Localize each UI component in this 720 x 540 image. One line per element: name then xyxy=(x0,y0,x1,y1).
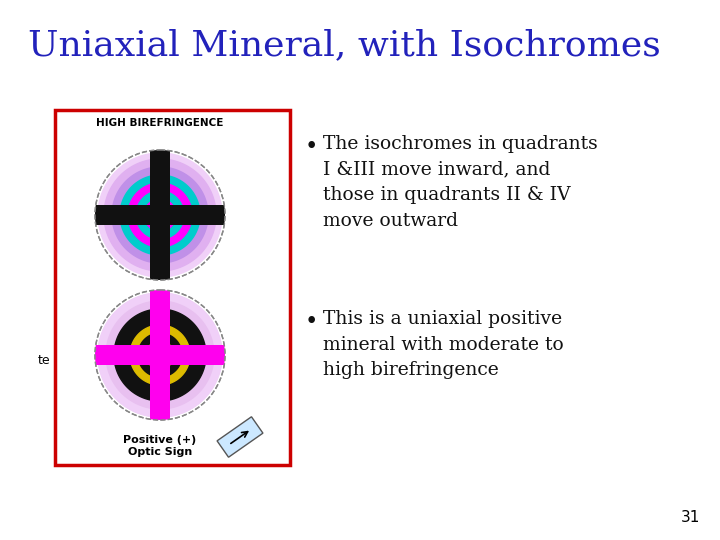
Polygon shape xyxy=(160,293,222,417)
Text: The isochromes in quadrants
I &III move inward, and
those in quadrants II & IV
m: The isochromes in quadrants I &III move … xyxy=(323,135,598,230)
Bar xyxy=(55,110,290,465)
Polygon shape xyxy=(128,183,160,247)
Polygon shape xyxy=(160,167,208,263)
Polygon shape xyxy=(138,333,160,377)
Circle shape xyxy=(96,291,224,419)
Polygon shape xyxy=(160,317,198,393)
Polygon shape xyxy=(112,167,160,263)
Text: Positive (+): Positive (+) xyxy=(123,435,197,445)
Polygon shape xyxy=(160,325,190,385)
Text: HIGH BIREFRINGENCE: HIGH BIREFRINGENCE xyxy=(96,118,224,128)
Text: te: te xyxy=(37,354,50,367)
Polygon shape xyxy=(114,309,160,401)
Circle shape xyxy=(96,151,224,279)
Polygon shape xyxy=(130,325,160,385)
Polygon shape xyxy=(106,355,214,409)
Bar xyxy=(150,145,170,285)
Text: Uniaxial Mineral, with Isochromes: Uniaxial Mineral, with Isochromes xyxy=(28,28,661,62)
Text: 31: 31 xyxy=(680,510,700,525)
Bar xyxy=(150,285,170,425)
Polygon shape xyxy=(106,301,214,355)
Bar xyxy=(90,345,230,365)
Text: This is a uniaxial positive
mineral with moderate to
high birefringence: This is a uniaxial positive mineral with… xyxy=(323,310,564,380)
Polygon shape xyxy=(160,333,182,377)
Text: •: • xyxy=(305,135,318,158)
Polygon shape xyxy=(130,355,190,385)
Polygon shape xyxy=(146,341,174,355)
Polygon shape xyxy=(160,175,200,255)
Polygon shape xyxy=(144,199,160,231)
Polygon shape xyxy=(160,199,176,231)
Polygon shape xyxy=(160,191,184,239)
Polygon shape xyxy=(146,355,174,369)
Polygon shape xyxy=(160,309,206,401)
Polygon shape xyxy=(160,159,216,271)
Polygon shape xyxy=(217,417,263,457)
Polygon shape xyxy=(106,301,160,409)
Bar xyxy=(90,205,230,225)
Polygon shape xyxy=(138,355,182,377)
Polygon shape xyxy=(122,317,160,393)
Polygon shape xyxy=(114,355,206,401)
Polygon shape xyxy=(122,317,198,355)
Polygon shape xyxy=(98,153,160,277)
Polygon shape xyxy=(146,341,160,369)
Polygon shape xyxy=(98,355,222,417)
Text: Optic Sign: Optic Sign xyxy=(128,447,192,457)
Polygon shape xyxy=(160,341,174,369)
Polygon shape xyxy=(98,293,222,355)
Polygon shape xyxy=(136,191,160,239)
Polygon shape xyxy=(98,293,160,417)
Polygon shape xyxy=(130,325,190,355)
Polygon shape xyxy=(160,183,192,247)
Polygon shape xyxy=(104,159,160,271)
Polygon shape xyxy=(114,309,206,355)
Polygon shape xyxy=(138,333,182,355)
Text: •: • xyxy=(305,310,318,333)
Polygon shape xyxy=(160,153,222,277)
Polygon shape xyxy=(122,355,198,393)
Polygon shape xyxy=(120,175,160,255)
Polygon shape xyxy=(160,301,214,409)
